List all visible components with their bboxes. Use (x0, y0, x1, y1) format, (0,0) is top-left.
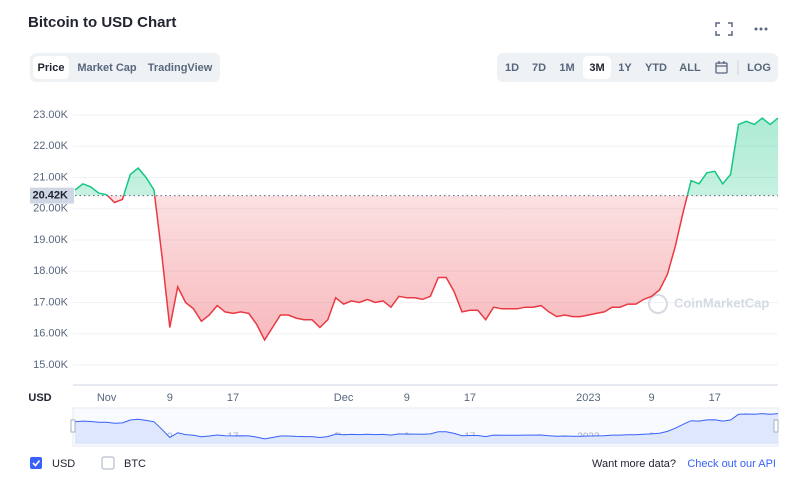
x-tick-label: Dec (334, 392, 354, 404)
x-tick-label: 9 (649, 392, 655, 404)
x-tick-label: 9 (404, 392, 410, 404)
y-tick-label: 21.00K (33, 171, 69, 183)
chart-title: Bitcoin to USD Chart (28, 14, 176, 31)
tab-selected (33, 56, 69, 79)
x-tick-label: 17 (227, 392, 239, 404)
y-tick-label: 20.00K (33, 203, 69, 215)
y-tick-label: 23.00K (33, 109, 69, 121)
y-tick-label: 17.00K (33, 296, 69, 308)
plot: 15.00K 16.00K 17.00K 18.00K 19.00K 20.00K 21.0… (28, 109, 779, 404)
checkbox-label[interactable]: BTC (124, 458, 146, 470)
range-button[interactable]: 3M (589, 62, 604, 74)
x-tick-label: 17 (709, 392, 721, 404)
check-mark (32, 460, 41, 467)
price-line-below (106, 195, 689, 342)
x-tick-label: 9 (167, 392, 173, 404)
axis-label: USD (28, 392, 51, 404)
footer-link[interactable]: Check out our API (687, 458, 776, 470)
more-icon[interactable] (754, 27, 768, 31)
footer-text: Want more data? (592, 458, 676, 470)
x-tick-label: 2023 (576, 392, 600, 404)
calendar-icon[interactable] (715, 61, 728, 74)
checkbox-label[interactable]: USD (52, 458, 75, 470)
y-tick-label: 15.00K (33, 359, 69, 371)
y-tick-label: 16.00K (33, 328, 69, 340)
area-below (75, 195, 778, 340)
y-tick-label: 18.00K (33, 265, 69, 277)
tab[interactable]: Market Cap (77, 62, 137, 74)
range-button[interactable]: 1D (505, 62, 519, 74)
checkbox-unchecked[interactable] (101, 456, 115, 470)
range-button[interactable]: ALL (679, 62, 701, 74)
range-button[interactable]: 1M (559, 62, 574, 74)
range-button[interactable]: YTD (645, 62, 667, 74)
x-tick-label: Nov (97, 392, 117, 404)
baseline-label-box (30, 187, 74, 204)
range-button[interactable]: 1Y (618, 62, 632, 74)
navigator-handle[interactable] (70, 419, 76, 433)
fullscreen-icon[interactable] (715, 22, 733, 36)
baseline-label: 20.42K (33, 190, 69, 202)
range-group (497, 53, 778, 82)
watermark: CoinMarketCap (674, 295, 769, 310)
y-tick-label: 22.00K (33, 140, 69, 152)
watermark-logo (648, 294, 668, 314)
range-selected (583, 56, 611, 79)
checkbox-checked[interactable] (30, 457, 42, 469)
y-tick-label: 19.00K (33, 234, 69, 246)
tab[interactable]: Price (38, 62, 65, 74)
range-button[interactable]: 7D (532, 62, 546, 74)
tab[interactable]: TradingView (148, 62, 213, 74)
navigator-handle[interactable] (773, 419, 779, 433)
tab-group (30, 53, 220, 82)
log-button[interactable]: LOG (747, 62, 771, 74)
area-above (75, 118, 778, 196)
x-tick-label: 17 (464, 392, 476, 404)
navigator-line (74, 413, 779, 440)
